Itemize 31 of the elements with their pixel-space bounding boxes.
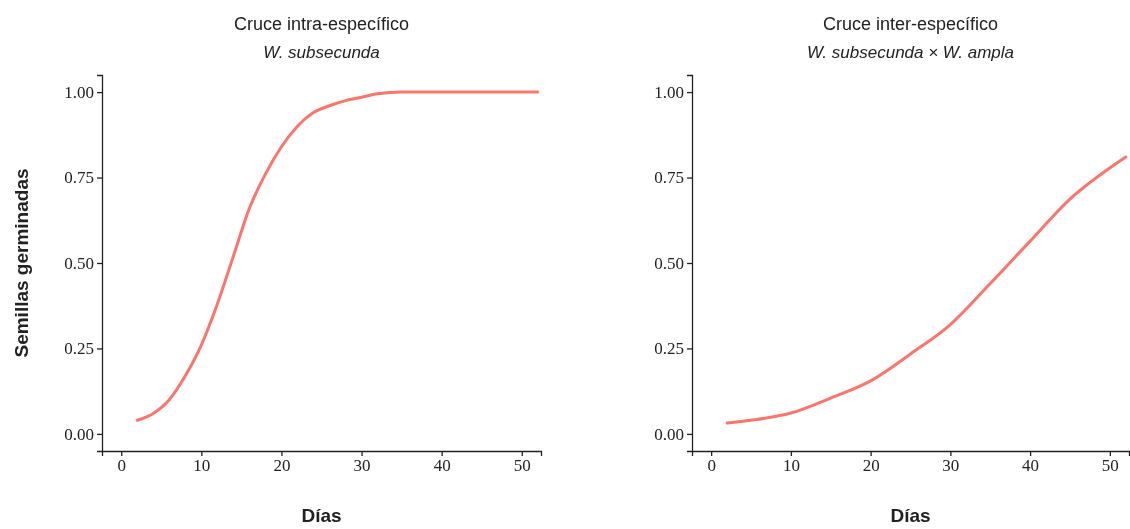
y-tick-label: 1.00 xyxy=(64,83,94,103)
chart-subtitle: W. subsecunda × W. ampla xyxy=(806,43,1015,62)
chart-title: Cruce inter-específico xyxy=(822,14,999,34)
y-tick-label: 0.50 xyxy=(64,253,94,273)
x-tick-label: 10 xyxy=(193,456,211,476)
x-axis-title: Días xyxy=(301,505,342,526)
y-tick-label: 0.75 xyxy=(64,168,94,188)
x-tick-label: 50 xyxy=(1101,456,1119,476)
y-axis-title: Semillas germinadas xyxy=(11,168,32,358)
chart-subtitle: W. subsecunda xyxy=(263,43,380,62)
y-tick-label: 0.50 xyxy=(654,253,684,273)
x-tick-label: 30 xyxy=(353,456,371,476)
line-series xyxy=(135,90,540,422)
x-tick-label: 10 xyxy=(782,456,800,476)
x-axis-title: Días xyxy=(890,505,931,526)
x-tick-label: 20 xyxy=(273,456,291,476)
y-tick-label: 0.00 xyxy=(64,424,94,444)
chart-title: Cruce intra-específico xyxy=(233,14,410,34)
y-tick-label: 0.25 xyxy=(64,339,94,359)
x-tick-label: 0 xyxy=(707,456,716,476)
x-tick-label: 30 xyxy=(942,456,960,476)
x-tick-label: 50 xyxy=(513,456,531,476)
line-series xyxy=(725,155,1128,425)
x-tick-label: 40 xyxy=(1022,456,1040,476)
y-tick-label: 0.00 xyxy=(654,424,684,444)
y-tick-label: 0.75 xyxy=(654,168,684,188)
y-tick-label: 0.25 xyxy=(654,339,684,359)
x-tick-label: 0 xyxy=(117,456,126,476)
x-tick-label: 20 xyxy=(862,456,880,476)
x-tick-label: 40 xyxy=(433,456,451,476)
y-tick-label: 1.00 xyxy=(654,83,684,103)
